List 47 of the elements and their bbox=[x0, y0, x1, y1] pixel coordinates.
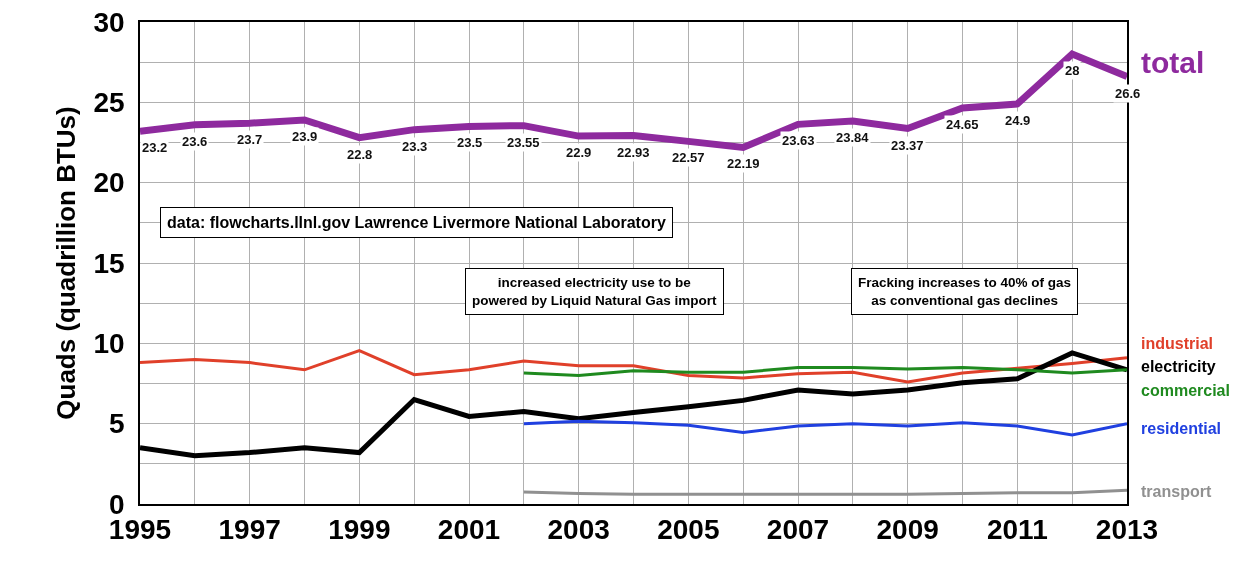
data-label: 23.55 bbox=[507, 135, 540, 150]
data-label: 23.5 bbox=[457, 135, 483, 150]
series-label: transport bbox=[1141, 483, 1212, 500]
x-tick-label: 2007 bbox=[766, 514, 830, 546]
x-tick-label: 2013 bbox=[1095, 514, 1159, 546]
y-tick-label: 30 bbox=[93, 6, 125, 38]
x-tick-label: 1999 bbox=[328, 514, 391, 546]
series-label: electricity bbox=[1141, 358, 1216, 375]
y-tick-label: 15 bbox=[93, 247, 125, 279]
x-tick-label: 2009 bbox=[876, 514, 939, 546]
data-label: 24.9 bbox=[1005, 113, 1031, 128]
line-series bbox=[140, 349, 1127, 384]
series-label: commercial bbox=[1141, 382, 1230, 399]
line-series bbox=[522, 419, 1127, 437]
data-label: 22.8 bbox=[347, 147, 373, 162]
x-tick-label: 2003 bbox=[547, 514, 610, 546]
y-tick-label: 25 bbox=[93, 87, 125, 119]
data-label: 23.6 bbox=[182, 134, 208, 149]
data-label: 22.9 bbox=[566, 145, 592, 160]
y-tick-label: 5 bbox=[109, 408, 125, 440]
x-tick-label: 2005 bbox=[657, 514, 720, 546]
data-label: 23.9 bbox=[292, 129, 318, 144]
data-label: 24.65 bbox=[946, 117, 979, 132]
data-label: 23.37 bbox=[891, 138, 924, 153]
data-label: 23.3 bbox=[402, 139, 428, 154]
x-tick-label: 2011 bbox=[986, 514, 1048, 546]
annotation: Fracking increases to 40% of gas as conventional gas declines bbox=[858, 275, 1072, 308]
series-label: industrial bbox=[1141, 335, 1214, 352]
data-label: 23.7 bbox=[237, 132, 263, 147]
data-label: 23.84 bbox=[836, 130, 870, 145]
data-label: 26.6 bbox=[1115, 86, 1141, 101]
x-tick-label: 1997 bbox=[218, 514, 281, 546]
data-label: 23.2 bbox=[142, 140, 168, 155]
annotation: increased electricity use to be powered by Liquid Natural Gas import bbox=[472, 275, 718, 308]
line-series bbox=[522, 365, 1127, 377]
y-tick-label: 10 bbox=[93, 328, 125, 360]
data-label: 22.93 bbox=[617, 145, 650, 160]
series-label: residential bbox=[1141, 420, 1222, 437]
x-tick-label: 2001 bbox=[437, 514, 501, 546]
y-axis-title: Quads (quadrillion BTUs) bbox=[51, 106, 82, 420]
data-label: 28 bbox=[1065, 63, 1080, 78]
y-tick-label: 20 bbox=[93, 167, 125, 199]
series-label: total bbox=[1141, 46, 1205, 79]
annotation: data: flowcharts.llnl.gov Lawrence Livermore National Laboratory bbox=[167, 214, 666, 231]
data-label: 22.57 bbox=[672, 150, 705, 165]
data-label: 23.63 bbox=[782, 133, 815, 148]
data-label: 22.19 bbox=[727, 156, 760, 171]
